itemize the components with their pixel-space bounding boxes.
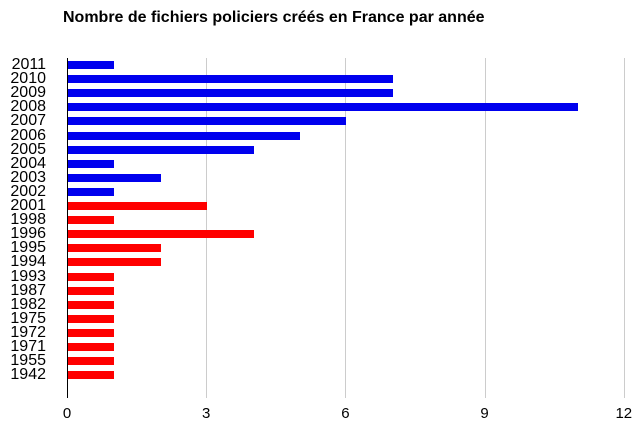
bar-2004 (68, 159, 115, 168)
bar-2007 (68, 117, 347, 126)
y-axis-label: 1971 (10, 338, 46, 355)
x-axis-tick-label: 9 (480, 405, 489, 422)
y-axis-label: 2003 (10, 168, 46, 186)
y-axis-label: 1998 (10, 211, 46, 229)
y-axis-label: 2008 (10, 98, 46, 116)
bar-2005 (68, 145, 254, 154)
bar-1975 (68, 314, 115, 323)
x-axis-tick-label: 3 (202, 405, 211, 422)
y-axis-label: 1982 (10, 295, 46, 313)
y-axis-label: 2009 (10, 84, 46, 102)
bar-1996 (68, 230, 254, 239)
bar-1993 (68, 272, 115, 281)
bar-2010 (68, 75, 393, 84)
y-axis-label: 1993 (10, 267, 46, 285)
bar-1955 (68, 357, 115, 366)
y-axis-label: 1995 (10, 239, 46, 257)
bar-1995 (68, 244, 161, 253)
bar-2006 (68, 131, 300, 140)
y-axis-label: 1942 (10, 366, 46, 384)
bar-2009 (68, 89, 393, 98)
gridline (206, 58, 208, 398)
gridline (623, 58, 625, 398)
y-axis-label: 2004 (10, 154, 46, 172)
y-axis-label: 2005 (10, 140, 46, 158)
gridline (484, 58, 486, 398)
bar-1971 (68, 343, 115, 351)
bar-2011 (68, 61, 115, 69)
x-axis-tick-label: 12 (615, 405, 633, 422)
x-axis-tick-label: 6 (341, 405, 350, 422)
bar-1972 (68, 328, 115, 337)
y-axis-label: 1955 (10, 352, 46, 370)
gridline (345, 58, 347, 398)
bar-2001 (68, 202, 208, 210)
y-axis-label: 2011 (11, 56, 46, 73)
y-axis-label: 1994 (10, 253, 46, 271)
y-axis-label: 2001 (10, 197, 46, 214)
bar-1982 (68, 300, 115, 309)
bar-2003 (68, 173, 161, 182)
bar-1998 (68, 216, 115, 225)
y-axis-label: 1987 (10, 281, 46, 299)
bar-1994 (68, 258, 161, 267)
y-axis-label: 2010 (10, 70, 46, 88)
bar-2008 (68, 103, 579, 112)
chart-title: Nombre de fichiers policiers créés en Fr… (63, 9, 485, 26)
y-axis-label: 1972 (10, 323, 46, 341)
bar-1987 (68, 286, 115, 295)
y-axis-label: 2002 (10, 182, 46, 200)
y-axis-label: 1996 (10, 225, 46, 243)
y-axis-label: 2006 (10, 126, 46, 144)
x-axis-tick-label: 0 (62, 405, 72, 422)
y-axis-label: 2007 (10, 112, 46, 130)
bar-1942 (68, 371, 115, 380)
bar-2002 (68, 187, 115, 196)
y-axis-label: 1975 (10, 309, 46, 327)
y-axis-line (67, 58, 68, 398)
